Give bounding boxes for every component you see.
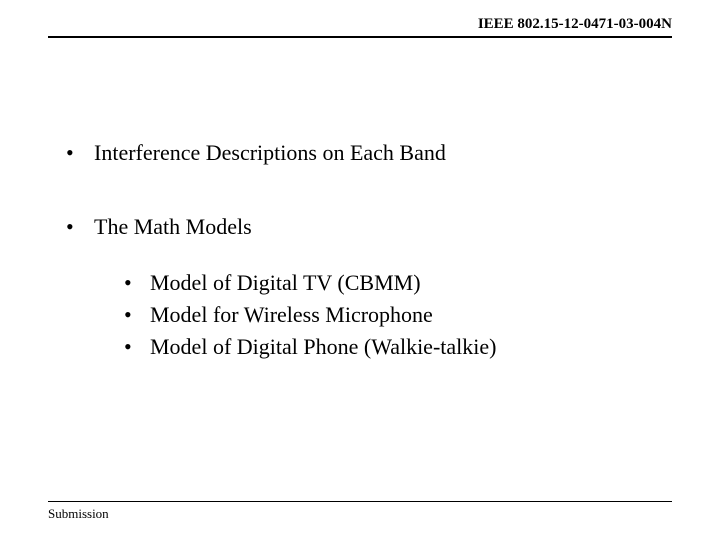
bullet-dot-icon: • [60,214,94,240]
bullet-text: Interference Descriptions on Each Band [94,140,446,166]
bullet-dot-icon: • [120,302,150,328]
bullet-text: The Math Models [94,214,252,240]
bullet-dot-icon: • [60,140,94,166]
header-rule [48,36,672,38]
bullet-level1: • The Math Models [60,214,660,240]
bullet-dot-icon: • [120,334,150,360]
bullet-text: Model of Digital Phone (Walkie-talkie) [150,334,496,360]
bullet-text: Model for Wireless Microphone [150,302,433,328]
bullet-level2: • Model of Digital TV (CBMM) [120,270,660,296]
bullet-dot-icon: • [120,270,150,296]
sublist: • Model of Digital TV (CBMM) • Model for… [120,270,660,360]
content-area: • Interference Descriptions on Each Band… [60,140,660,366]
header-doc-id: IEEE 802.15-12-0471-03-004N [478,16,672,33]
footer-label: Submission [48,506,109,522]
footer-rule [48,501,672,503]
slide: IEEE 802.15-12-0471-03-004N • Interferen… [0,0,720,540]
bullet-level1: • Interference Descriptions on Each Band [60,140,660,166]
bullet-level2: • Model for Wireless Microphone [120,302,660,328]
bullet-level2: • Model of Digital Phone (Walkie-talkie) [120,334,660,360]
bullet-text: Model of Digital TV (CBMM) [150,270,421,296]
